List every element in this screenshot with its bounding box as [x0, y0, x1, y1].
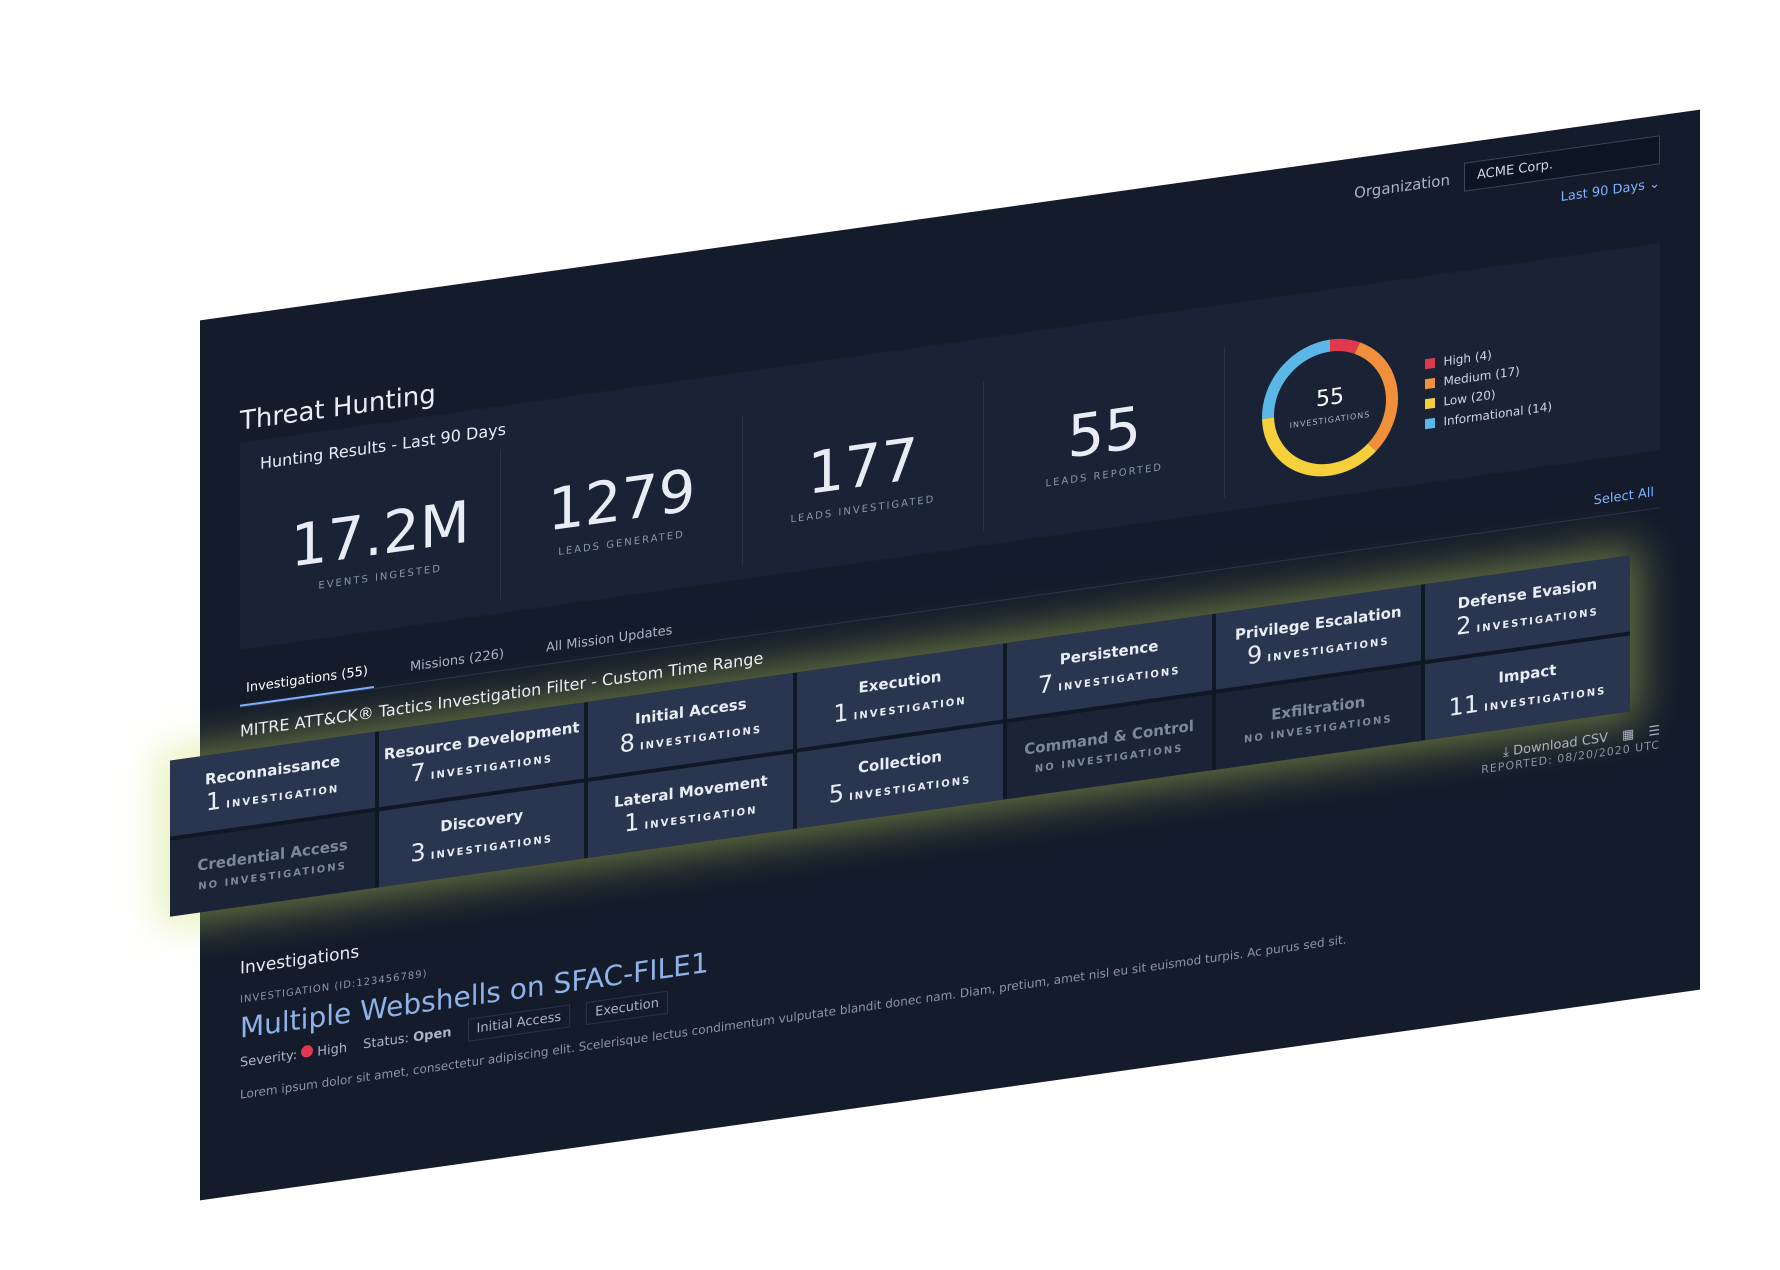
severity-dot [301, 1043, 314, 1058]
count-value: 7 [410, 757, 426, 788]
legend-swatch [1425, 357, 1436, 370]
count-unit: INVESTIGATION [644, 805, 758, 832]
results-card: Hunting Results - Last 90 Days 17.2M EVEN… [240, 243, 1660, 650]
tab[interactable]: Missions (226) [409, 646, 505, 675]
tab[interactable]: All Mission Updates [546, 623, 673, 656]
count-empty: NO INVESTIGATIONS [1244, 713, 1393, 746]
stat: 17.2M EVENTS INGESTED [260, 449, 502, 633]
donut-segment [1262, 339, 1331, 420]
count-unit: INVESTIGATIONS [849, 775, 972, 804]
count-unit: INVESTIGATION [226, 783, 340, 811]
donut-segment [1330, 338, 1361, 354]
legend-label: Low (20) [1443, 387, 1496, 409]
investigation-meta: Severity: High Status: Open Initial Acce… [240, 851, 1660, 1074]
stat-value: 177 [807, 423, 919, 508]
stat: 177 LEADS INVESTIGATED [742, 381, 985, 566]
count-value: 7 [1037, 669, 1054, 700]
count-value: 3 [410, 837, 426, 868]
donut-segment [1262, 416, 1377, 477]
stat: 1279 LEADS GENERATED [501, 415, 743, 600]
count-unit: INVESTIGATION [853, 695, 967, 723]
stat-value: 55 [1067, 392, 1142, 472]
count-unit: INVESTIGATIONS [430, 753, 553, 782]
count-value: 1 [833, 698, 849, 729]
status-value: Open [413, 1025, 452, 1046]
count-value: 2 [1456, 610, 1472, 641]
severity-label: Severity: [240, 1047, 298, 1071]
severity: Severity: High [240, 1039, 347, 1070]
tab[interactable]: Investigations (55) [240, 654, 374, 707]
legend-swatch [1425, 397, 1436, 410]
count-unit: INVESTIGATIONS [430, 833, 553, 862]
status-label: Status: [363, 1031, 409, 1053]
legend-swatch [1425, 377, 1436, 390]
count-unit: INVESTIGATIONS [1484, 685, 1607, 714]
stat-value: 17.2M [290, 486, 470, 581]
count-value: 11 [1448, 689, 1480, 722]
count-value: 5 [828, 778, 844, 810]
dashboard: Organization ACME Corp. Last 90 Days ⌄ T… [170, 109, 1700, 1201]
donut-label: INVESTIGATIONS [1290, 410, 1371, 430]
stat: 55 LEADS REPORTED [984, 347, 1226, 532]
count-unit: INVESTIGATIONS [1267, 636, 1390, 665]
donut: 55 INVESTIGATIONS [1262, 338, 1399, 477]
range-label[interactable]: Last 90 Days [1560, 178, 1645, 206]
count-unit: INVESTIGATIONS [1058, 665, 1181, 694]
donut-box: 55 INVESTIGATIONS High (4) Medium (17) Low… [1225, 289, 1640, 497]
count-unit: INVESTIGATIONS [639, 724, 763, 753]
count-value: 9 [1246, 640, 1263, 671]
legend-swatch [1425, 417, 1436, 430]
org-label: Organization [1354, 170, 1450, 202]
chevron: ⌄ [1644, 176, 1660, 194]
select-all[interactable]: Select All [1593, 485, 1654, 509]
stats: 17.2M EVENTS INGESTED 1279 LEADS GENERATED 1… [260, 289, 1640, 633]
count-value: 1 [205, 786, 222, 817]
status: Status: Open [363, 1025, 451, 1052]
tag: Execution [586, 990, 668, 1026]
legend-label: High (4) [1443, 347, 1492, 369]
count-value: 8 [619, 728, 635, 759]
count-value: 1 [624, 807, 640, 838]
legend: High (4) Medium (17) Low (20) Informational… [1425, 333, 1552, 437]
donut-segment [1354, 342, 1399, 452]
donut-value: 55 [1316, 383, 1344, 413]
count-unit: INVESTIGATIONS [1476, 606, 1599, 636]
severity-value: High [317, 1040, 348, 1060]
